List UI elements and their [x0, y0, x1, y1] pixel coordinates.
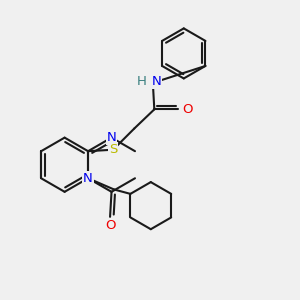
Text: O: O	[182, 103, 193, 116]
Text: S: S	[109, 143, 117, 156]
Text: N: N	[83, 172, 93, 185]
Text: H: H	[137, 75, 147, 88]
Text: O: O	[105, 219, 115, 232]
Text: N: N	[107, 131, 116, 144]
Text: N: N	[152, 75, 161, 88]
